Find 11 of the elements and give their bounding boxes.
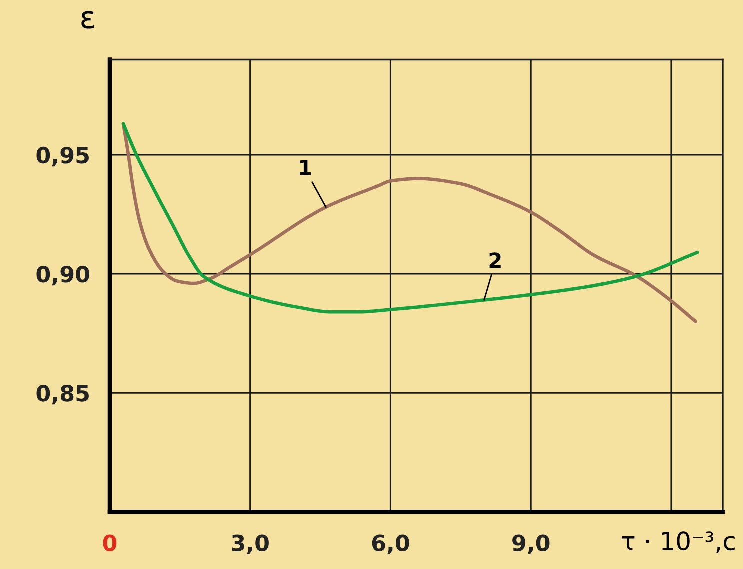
x-tick-label: 0 (103, 534, 117, 552)
x-tick-label: 9,0 (512, 534, 550, 554)
y-tick-label: 0,85 (36, 385, 89, 405)
y-tick-label: 0,90 (36, 266, 90, 286)
y-tick-label: 0,95 (36, 146, 89, 167)
x-axis-title: τ · 10⁻³,с (622, 532, 735, 554)
series-label: 1 (300, 160, 312, 176)
x-tick-label: 3,0 (232, 534, 269, 554)
y-axis-title: ε (82, 11, 94, 29)
series-label: 2 (490, 252, 501, 268)
x-tick-label: 6,0 (372, 534, 410, 554)
